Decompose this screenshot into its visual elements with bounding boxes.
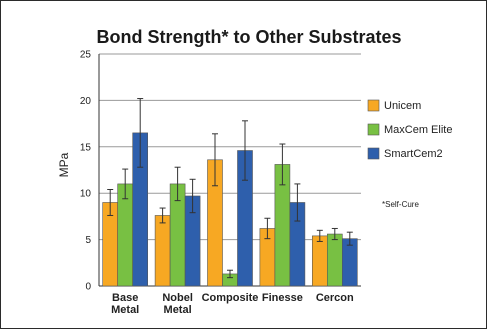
category-label: Finesse	[262, 292, 303, 304]
category-label: Composite	[202, 292, 259, 304]
y-axis-label: MPa	[57, 152, 71, 177]
y-tick-labels: 0 5 10 15 20 25	[80, 50, 92, 293]
footnote: *Self-Cure	[382, 200, 419, 209]
category-label: Metal	[164, 304, 192, 316]
legend-swatch	[367, 147, 380, 160]
y-tick-label: 10	[80, 189, 92, 200]
legend: Unicem MaxCem Elite SmartCem2	[367, 99, 452, 160]
legend-label: MaxCem Elite	[384, 124, 452, 136]
chart-title: Bond Strength* to Other Substrates	[96, 27, 401, 47]
legend-label: SmartCem2	[384, 148, 443, 160]
legend-swatch	[367, 123, 380, 136]
bar	[311, 235, 328, 287]
bar	[154, 215, 171, 287]
y-tick-label: 20	[80, 96, 92, 107]
error-bars	[107, 98, 353, 279]
y-tick-label: 5	[85, 235, 91, 246]
bar	[326, 233, 343, 287]
category-label: Cercon	[316, 292, 354, 304]
category-label: Metal	[111, 304, 139, 316]
bar	[341, 238, 358, 287]
category-label: Nobel	[162, 292, 193, 304]
legend-swatch	[367, 99, 380, 112]
y-tick-label: 25	[80, 50, 92, 61]
bar-chart: Bond Strength* to Other Substrates MPa 0…	[57, 27, 452, 316]
bars	[102, 132, 358, 287]
y-tick-label: 15	[80, 142, 92, 153]
y-tick-label: 0	[85, 282, 91, 293]
legend-label: Unicem	[384, 100, 421, 112]
category-label: Base	[112, 292, 138, 304]
